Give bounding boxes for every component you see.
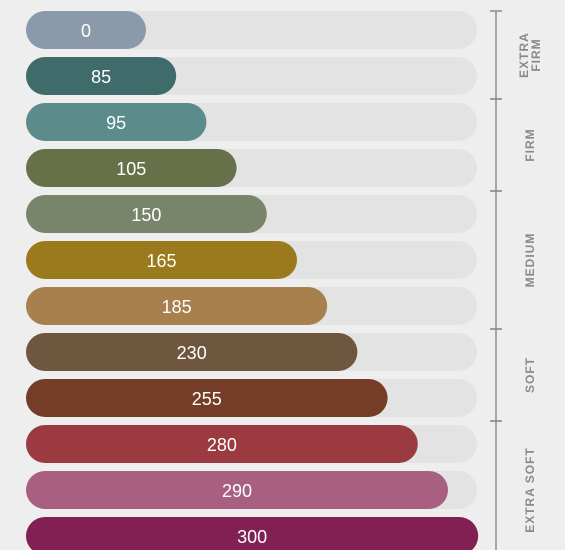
bar-value-labels: 0 85 95 105 150 165 185 230 255 280 290 300 [81,21,267,547]
bar-0 [26,11,146,49]
bar-105 [26,149,237,187]
bar-95 [26,103,207,141]
bar-280 [26,425,418,463]
bar-230 [26,333,358,371]
group-extra-soft: EXTRA SOFT [490,420,537,550]
bar-value-label-150: 150 [131,205,161,225]
bar-150 [26,195,267,233]
bar-185 [26,287,328,325]
bar-165 [26,241,297,279]
group-firm: FIRM [490,98,537,192]
group-label: EXTRA SOFT [523,447,537,533]
bar-value-label-185: 185 [162,297,192,317]
bar-value-label-300: 300 [237,527,267,547]
bar-value-label-0: 0 [81,21,91,41]
bar-255 [26,379,388,417]
bar-85 [26,57,177,95]
bars [26,11,479,550]
bar-value-label-280: 280 [207,435,237,455]
bar-value-label-95: 95 [106,113,126,133]
group-label: SOFT [523,357,537,393]
group-medium: MEDIUM [490,190,537,330]
bar-290 [26,471,448,509]
group-label: EXTRA [517,32,531,78]
bar-value-label-230: 230 [177,343,207,363]
bar-value-label-85: 85 [91,67,111,87]
group-label: FIRM [523,128,537,161]
bar-value-label-165: 165 [146,251,176,271]
group-label: FIRM [529,38,543,71]
group-soft: SOFT [490,328,537,422]
bar-value-label-105: 105 [116,159,146,179]
bar-value-label-290: 290 [222,481,252,501]
bar-300 [26,517,479,550]
bar-value-label-255: 255 [192,389,222,409]
group-label: MEDIUM [523,233,537,288]
